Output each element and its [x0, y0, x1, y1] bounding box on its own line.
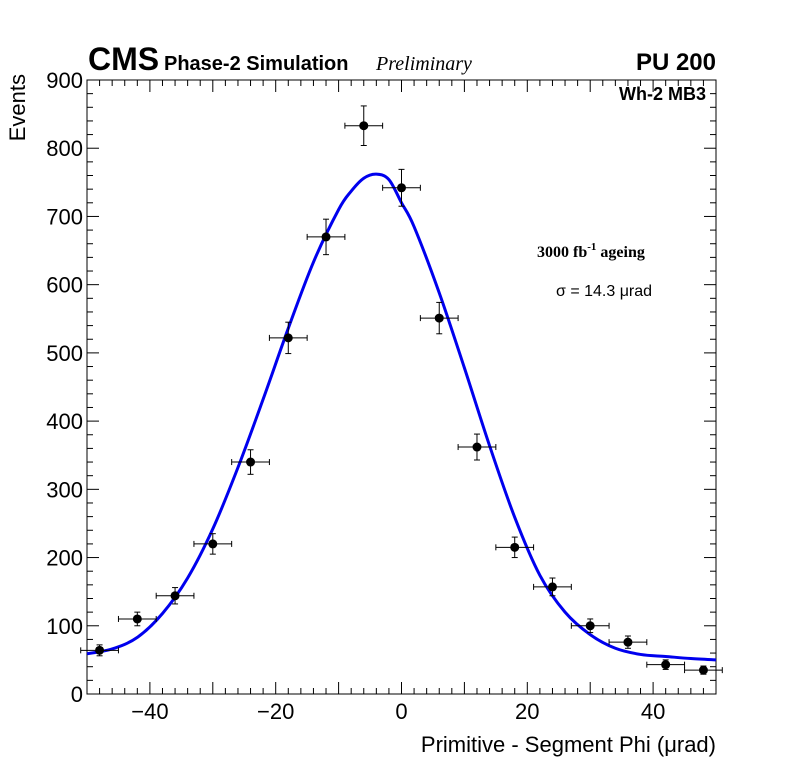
ageing-suffix: ageing	[600, 244, 644, 261]
y-tick-label: 700	[46, 204, 83, 229]
data-marker	[246, 457, 256, 467]
y-axis: 0 100 200 300 400 500 600 700 800 900	[46, 68, 716, 707]
y-tick-label: 900	[46, 68, 83, 93]
experiment-label: CMS	[88, 41, 159, 77]
data-marker	[434, 313, 444, 323]
data-marker	[95, 645, 105, 655]
data-marker	[283, 333, 293, 343]
x-tick-label: 0	[395, 699, 407, 724]
ageing-exponent: -1	[587, 241, 596, 253]
data-point	[117, 611, 157, 627]
fit-curve	[86, 172, 717, 662]
data-point	[231, 449, 270, 475]
data-marker	[359, 121, 369, 131]
data-marker	[132, 614, 142, 624]
data-marker	[472, 442, 482, 452]
data-point	[570, 618, 610, 634]
data-marker	[510, 542, 520, 552]
data-marker	[585, 621, 595, 631]
y-tick-label: 300	[46, 477, 83, 502]
x-tick-label: −40	[131, 699, 168, 724]
data-point	[419, 301, 459, 335]
data-marker	[661, 660, 671, 670]
data-point	[306, 218, 346, 256]
fit-layer	[86, 172, 717, 662]
data-point	[457, 433, 497, 461]
data-point	[382, 168, 421, 207]
data-marker	[397, 183, 406, 193]
points-layer	[80, 105, 723, 675]
data-point	[608, 635, 648, 649]
x-tick-label: 40	[641, 699, 665, 724]
region-label: Wh-2 MB3	[619, 84, 706, 104]
x-tick-label: 20	[515, 699, 539, 724]
y-axis-title: Events	[5, 74, 30, 141]
data-point	[646, 659, 686, 670]
y-tick-label: 100	[46, 614, 83, 639]
data-point	[495, 536, 535, 559]
data-marker	[321, 232, 331, 242]
data-point	[155, 587, 195, 605]
data-point	[344, 105, 384, 146]
pileup-label: PU 200	[636, 49, 716, 76]
ageing-label: 3000 fb-1 ageing	[537, 241, 645, 261]
data-point	[684, 665, 723, 675]
data-point	[80, 644, 119, 657]
data-marker	[170, 591, 180, 601]
data-marker	[623, 637, 633, 647]
y-tick-label: 600	[46, 273, 83, 298]
data-marker	[547, 582, 557, 592]
data-point	[193, 533, 233, 555]
y-tick-label: 800	[46, 136, 83, 161]
subtitle-label: Phase-2 Simulation	[164, 53, 349, 75]
y-tick-label: 500	[46, 341, 83, 366]
ageing-base: 3000 fb	[537, 244, 587, 261]
sigma-label: σ = 14.3 μrad	[556, 283, 652, 300]
x-axis-title: Primitive - Segment Phi (μrad)	[421, 732, 716, 757]
y-tick-label: 0	[71, 682, 83, 707]
data-marker	[698, 665, 708, 675]
x-axis: −40 −20 0 20 40	[86, 80, 717, 724]
y-tick-label: 400	[46, 409, 83, 434]
data-point	[268, 321, 308, 355]
y-tick-label: 200	[46, 546, 83, 571]
data-marker	[208, 539, 218, 549]
data-point	[533, 577, 572, 597]
status-label: Preliminary	[375, 53, 472, 75]
x-tick-label: −20	[257, 699, 294, 724]
